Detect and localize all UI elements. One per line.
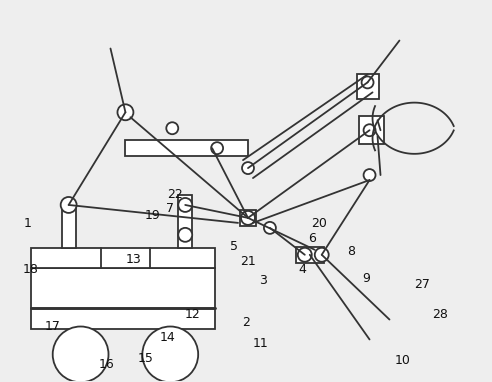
Text: 2: 2 (242, 316, 250, 329)
Bar (178, 195, 192, 248)
Text: 17: 17 (44, 320, 61, 333)
Text: 19: 19 (145, 209, 161, 222)
Circle shape (142, 327, 198, 382)
Text: 20: 20 (311, 217, 328, 230)
Bar (125, 140, 248, 156)
Bar (296, 247, 324, 263)
Circle shape (264, 222, 276, 234)
Circle shape (53, 327, 109, 382)
Text: 21: 21 (241, 255, 256, 268)
Text: 7: 7 (166, 202, 174, 215)
Text: 3: 3 (259, 274, 267, 287)
Text: 6: 6 (308, 232, 316, 245)
Text: 27: 27 (415, 278, 430, 291)
Text: 5: 5 (230, 240, 238, 253)
Text: 14: 14 (160, 331, 176, 344)
Text: 4: 4 (299, 262, 307, 275)
Bar (62, 205, 76, 248)
Text: 18: 18 (22, 262, 38, 275)
Circle shape (178, 228, 192, 242)
Circle shape (61, 197, 77, 213)
Bar (357, 74, 378, 99)
Bar (359, 116, 384, 144)
Text: 22: 22 (167, 188, 183, 201)
Text: 8: 8 (347, 245, 355, 258)
Text: 15: 15 (138, 352, 154, 365)
Bar (240, 210, 256, 226)
Text: 11: 11 (253, 337, 269, 350)
Circle shape (242, 162, 254, 174)
Text: 13: 13 (125, 253, 141, 266)
Bar (31, 268, 215, 330)
Circle shape (298, 248, 312, 262)
Text: 16: 16 (98, 358, 114, 371)
Circle shape (118, 104, 133, 120)
Circle shape (364, 124, 375, 136)
Text: 1: 1 (24, 217, 32, 230)
Circle shape (241, 211, 255, 225)
Circle shape (178, 198, 192, 212)
Text: 12: 12 (184, 308, 200, 321)
Circle shape (211, 142, 223, 154)
Circle shape (364, 169, 375, 181)
Circle shape (362, 76, 373, 88)
Text: 28: 28 (431, 308, 448, 321)
Circle shape (315, 248, 329, 262)
Text: 10: 10 (395, 354, 411, 367)
Text: 9: 9 (362, 272, 370, 285)
Bar (31, 248, 215, 268)
Circle shape (166, 122, 178, 134)
